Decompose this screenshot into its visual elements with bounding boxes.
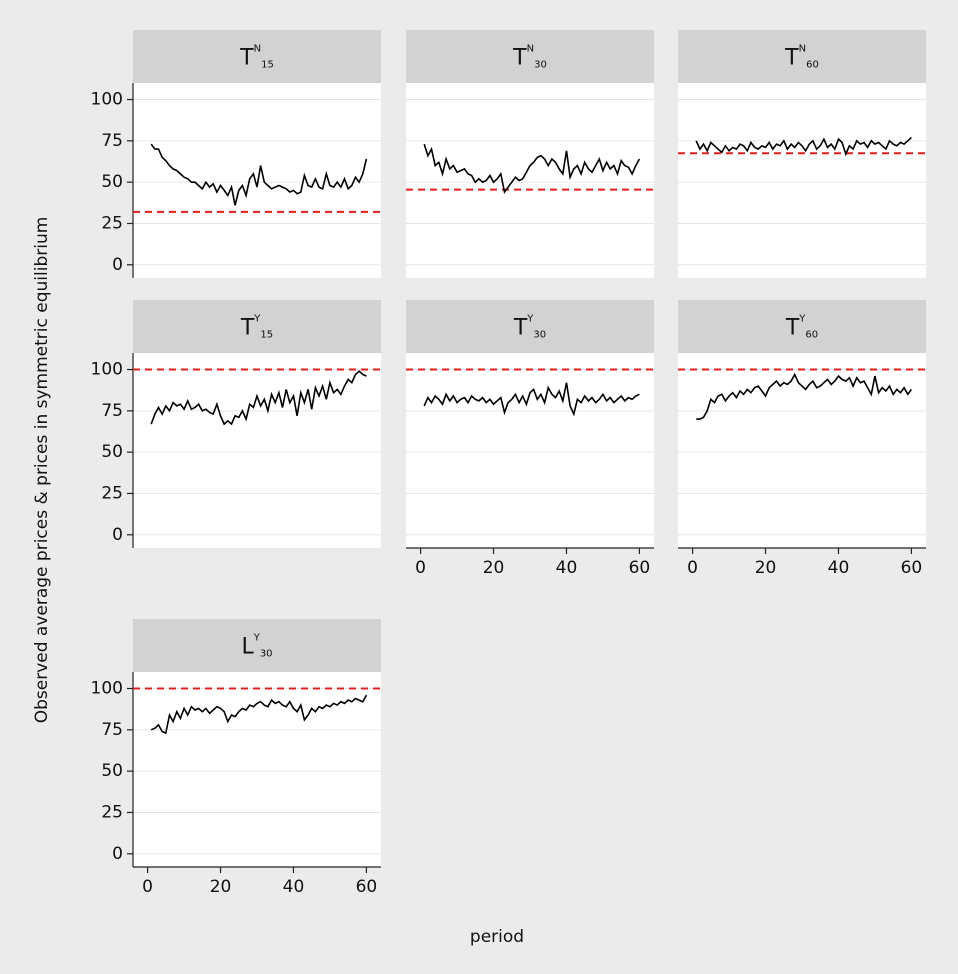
title-base: T [784,46,799,71]
y-tick-label: 25 [101,802,123,822]
title-sup: N [527,44,534,55]
title-sup: Y [253,633,261,644]
x-tick-label: 40 [556,558,578,578]
title-sub: 30 [533,330,546,341]
price-line [150,694,368,735]
panel-title: TY 15 [240,314,273,341]
panel-title: LY 30 [241,633,272,660]
title-sub: 60 [806,60,819,71]
y-tick-label: 50 [101,761,123,781]
y-tick-label: 0 [112,255,123,275]
y-axis-label: Observed average prices & prices in symm… [32,217,52,724]
title-base: T [513,316,528,341]
y-tick-label: 25 [101,483,123,503]
x-tick-label: 20 [755,558,777,578]
y-tick-label: 75 [101,131,123,151]
y-tick-label: 75 [101,720,123,740]
panel-title: TN60 [784,44,819,71]
panel-title: TN30 [512,44,547,71]
title-base: T [785,316,800,341]
plot-area [133,83,381,278]
plot-area [678,353,926,548]
x-axis-label: period [470,927,524,947]
x-tick-label: 60 [356,877,378,897]
title-base: T [512,46,527,71]
panel-header [133,619,381,672]
y-tick-label: 50 [101,442,123,462]
price-line [150,370,367,426]
plot-area [133,353,381,548]
x-tick-label: 20 [210,877,232,897]
title-sub: 60 [805,330,818,341]
x-tick-label: 60 [901,558,923,578]
plot-area [406,353,654,548]
y-tick-label: 0 [112,844,123,864]
x-tick-label: 60 [629,558,651,578]
panel-header [133,30,381,83]
price-line [696,372,913,420]
title-sup: Y [526,314,534,325]
plot-area [678,83,926,278]
panel-title: TN15 [239,44,274,71]
x-tick-label: 0 [142,877,153,897]
plot-area [406,83,654,278]
panel-header [678,30,926,83]
x-tick-label: 40 [828,558,850,578]
panel-header [406,300,654,353]
title-sub: 30 [260,649,273,660]
title-base: T [239,46,254,71]
panel-header [133,300,381,353]
y-tick-label: 100 [91,360,123,380]
x-tick-label: 0 [415,558,426,578]
y-tick-label: 100 [91,679,123,699]
price-line [150,143,368,206]
y-tick-label: 0 [112,525,123,545]
title-sub: 30 [534,60,547,71]
title-sup: N [799,44,806,55]
y-tick-label: 25 [101,213,123,233]
y-tick-label: 75 [101,401,123,421]
y-tick-label: 100 [91,90,123,110]
panel-header [678,300,926,353]
x-tick-label: 0 [687,558,698,578]
price-line [423,382,640,417]
title-sub: 15 [260,330,273,341]
x-tick-label: 40 [283,877,305,897]
panel-title: TY 30 [513,314,546,341]
title-base: L [241,635,254,660]
plot-area [133,672,381,867]
x-tick-label: 20 [483,558,505,578]
title-base: T [240,316,255,341]
title-sup: N [254,44,261,55]
title-sup: Y [253,314,261,325]
panel-title: TY 60 [785,314,818,341]
price-line [423,143,641,195]
panel-header [406,30,654,83]
price-line [695,136,912,157]
title-sub: 15 [261,60,274,71]
y-tick-label: 50 [101,172,123,192]
title-sup: Y [798,314,806,325]
